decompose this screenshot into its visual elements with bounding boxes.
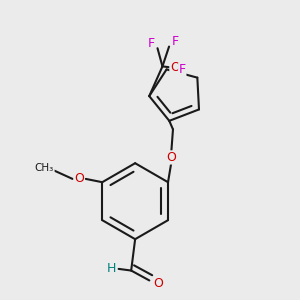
Text: F: F (172, 35, 179, 48)
Text: H: H (107, 262, 116, 275)
Text: CH₃: CH₃ (35, 163, 54, 173)
Text: O: O (74, 172, 84, 185)
Text: O: O (170, 61, 180, 74)
Text: O: O (154, 277, 164, 290)
Text: O: O (167, 151, 176, 164)
Text: F: F (147, 37, 155, 50)
Text: F: F (179, 63, 186, 76)
